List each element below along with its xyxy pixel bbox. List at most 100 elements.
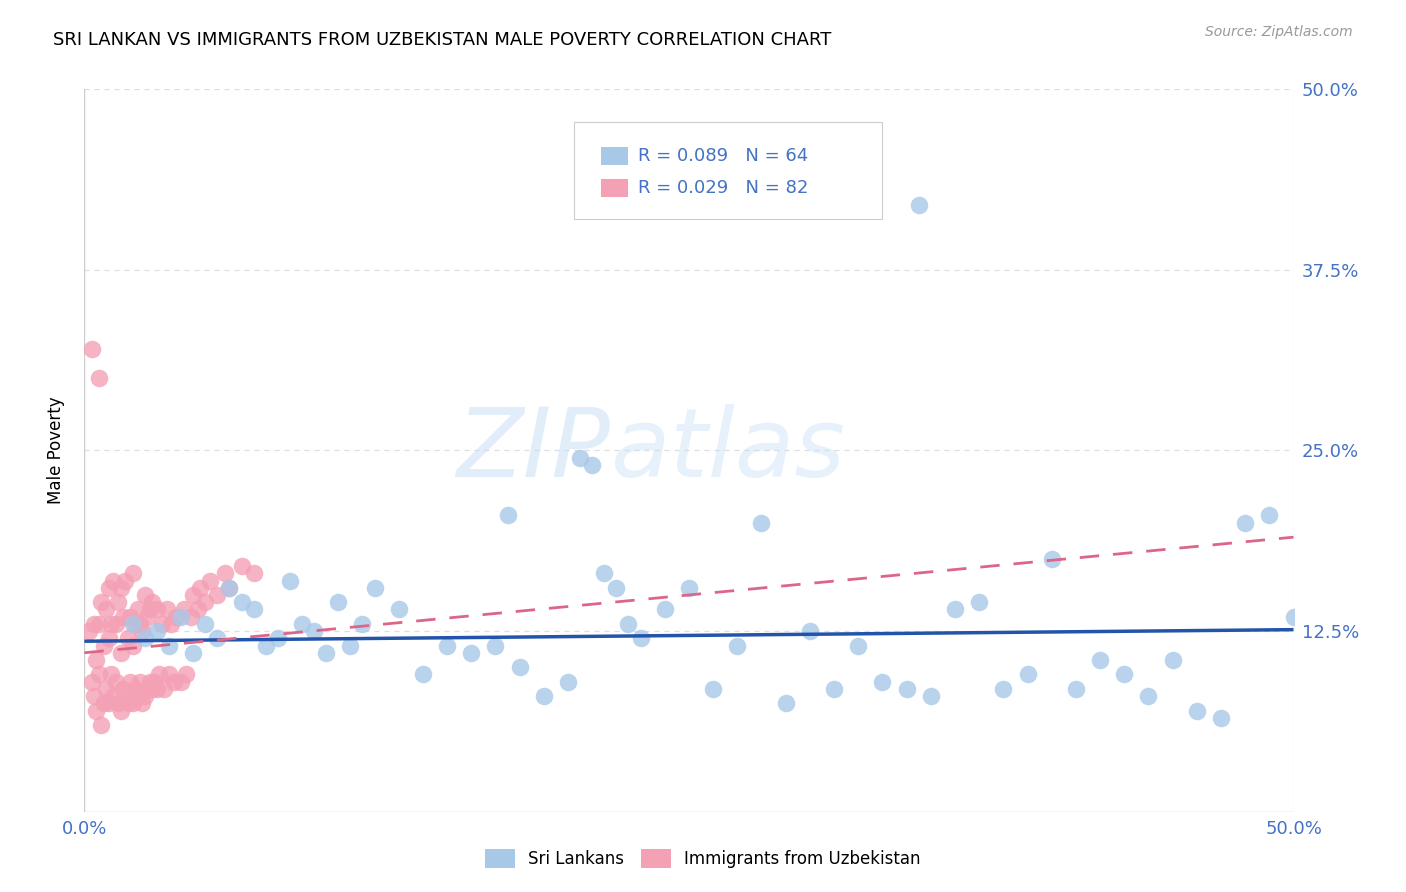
Point bbox=[484, 639, 506, 653]
Point bbox=[1137, 689, 1160, 703]
Point bbox=[127, 689, 149, 703]
Point bbox=[1088, 653, 1111, 667]
Point bbox=[103, 689, 125, 703]
Point bbox=[496, 508, 519, 523]
Point bbox=[702, 681, 724, 696]
Point bbox=[77, 624, 100, 639]
Point bbox=[110, 581, 132, 595]
Point bbox=[157, 667, 180, 681]
Point bbox=[157, 639, 180, 653]
Point bbox=[121, 566, 143, 581]
Point bbox=[121, 616, 143, 631]
Point bbox=[896, 681, 918, 696]
Point bbox=[110, 704, 132, 718]
Point bbox=[165, 609, 187, 624]
Point bbox=[967, 595, 990, 609]
Point bbox=[124, 681, 146, 696]
Point bbox=[302, 624, 325, 639]
Point bbox=[86, 704, 108, 718]
Point bbox=[388, 602, 411, 616]
Point bbox=[569, 450, 592, 465]
Point bbox=[180, 609, 202, 624]
Point bbox=[86, 653, 108, 667]
Point bbox=[654, 602, 676, 616]
Point bbox=[94, 681, 117, 696]
Point bbox=[1234, 516, 1257, 530]
Point bbox=[617, 616, 640, 631]
Point bbox=[120, 674, 142, 689]
Point bbox=[134, 588, 156, 602]
Point bbox=[218, 581, 240, 595]
Legend: Sri Lankans, Immigrants from Uzbekistan: Sri Lankans, Immigrants from Uzbekistan bbox=[478, 842, 928, 875]
Point bbox=[1161, 653, 1184, 667]
Point bbox=[146, 624, 169, 639]
Point bbox=[136, 681, 159, 696]
Point bbox=[104, 616, 127, 631]
Point bbox=[141, 681, 163, 696]
Point bbox=[907, 198, 929, 212]
Point bbox=[121, 696, 143, 710]
Point bbox=[291, 616, 314, 631]
Point bbox=[146, 602, 169, 616]
Point bbox=[127, 602, 149, 616]
Point bbox=[1017, 667, 1039, 681]
Point bbox=[799, 624, 821, 639]
Point bbox=[181, 588, 204, 602]
Point bbox=[190, 581, 212, 595]
Point bbox=[593, 566, 616, 581]
Point bbox=[363, 581, 385, 595]
Point bbox=[1209, 711, 1232, 725]
Y-axis label: Male Poverty: Male Poverty bbox=[46, 397, 65, 504]
Point bbox=[214, 566, 236, 581]
Point bbox=[107, 595, 129, 609]
Point bbox=[823, 681, 845, 696]
Point bbox=[103, 574, 125, 588]
Point bbox=[174, 667, 197, 681]
Point bbox=[138, 602, 160, 616]
Point bbox=[160, 616, 183, 631]
Point bbox=[141, 595, 163, 609]
Point bbox=[605, 581, 627, 595]
Point bbox=[93, 696, 115, 710]
FancyBboxPatch shape bbox=[574, 121, 883, 219]
Point bbox=[1258, 508, 1281, 523]
Point bbox=[436, 639, 458, 653]
Point bbox=[1064, 681, 1087, 696]
Point bbox=[943, 602, 966, 616]
Point bbox=[90, 595, 112, 609]
Point bbox=[155, 602, 177, 616]
Point bbox=[163, 674, 186, 689]
Point bbox=[114, 689, 136, 703]
Point bbox=[104, 674, 127, 689]
FancyBboxPatch shape bbox=[600, 179, 628, 197]
Point bbox=[993, 681, 1015, 696]
Point bbox=[87, 667, 110, 681]
Point bbox=[97, 696, 120, 710]
Point bbox=[112, 681, 135, 696]
Point bbox=[630, 632, 652, 646]
Point bbox=[134, 632, 156, 646]
Point bbox=[170, 609, 193, 624]
Point bbox=[87, 371, 110, 385]
Point bbox=[80, 343, 103, 357]
Point bbox=[187, 602, 209, 616]
Point bbox=[87, 616, 110, 631]
Point bbox=[846, 639, 869, 653]
Point bbox=[97, 632, 120, 646]
Point bbox=[94, 602, 117, 616]
Point bbox=[231, 595, 253, 609]
Point bbox=[328, 595, 350, 609]
Point bbox=[129, 616, 152, 631]
Point bbox=[267, 632, 290, 646]
Text: ZIP: ZIP bbox=[457, 404, 610, 497]
Point bbox=[1185, 704, 1208, 718]
Point bbox=[198, 574, 221, 588]
Point bbox=[134, 689, 156, 703]
Point bbox=[1040, 551, 1063, 566]
Point bbox=[509, 660, 531, 674]
Point bbox=[148, 667, 170, 681]
Point bbox=[339, 639, 361, 653]
Point bbox=[136, 609, 159, 624]
Point bbox=[107, 696, 129, 710]
Point bbox=[412, 667, 434, 681]
